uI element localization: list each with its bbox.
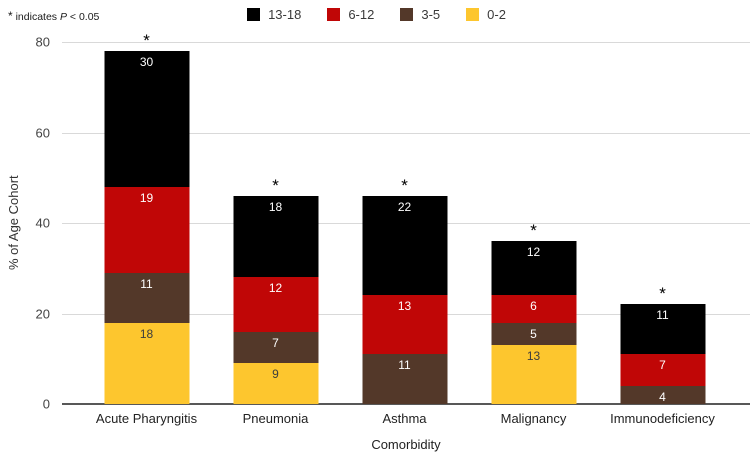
segment-3-5: 11: [362, 354, 447, 404]
segment-value-label: 11: [140, 276, 153, 291]
legend-swatch-6-12: [327, 8, 341, 21]
bar-slot-Pneumonia: * 18 12 7 9: [211, 42, 340, 404]
legend-label: 13-18: [268, 7, 302, 22]
segment-value-label: 18: [268, 199, 283, 214]
legend: 13-18 6-12 3-5 0-2: [0, 7, 753, 22]
stacked-bar-Asthma: 22 13 11: [362, 195, 447, 404]
segment-value-label: 22: [397, 199, 412, 214]
segment-value-label: 11: [398, 358, 411, 373]
x-axis-labels: Acute Pharyngitis Pneumonia Asthma Malignan…: [82, 411, 727, 426]
segment-13-18: 18: [233, 195, 318, 278]
significance-asterisk: *: [530, 221, 537, 241]
legend-item-3-5: 3-5: [400, 7, 440, 22]
y-tick-80: 80: [35, 34, 50, 50]
segment-3-5: 5: [491, 322, 576, 346]
y-axis-ticks: 0 20 40 60 80: [0, 35, 55, 412]
significance-asterisk: *: [659, 284, 666, 304]
x-category-label: Immunodeficiency: [610, 411, 715, 426]
x-category-label: Acute Pharyngitis: [95, 411, 198, 426]
segment-6-12: 13: [362, 295, 447, 355]
legend-swatch-3-5: [400, 8, 414, 21]
segment-0-2: 9: [233, 363, 318, 404]
stacked-bar-Acute Pharyngitis: 30 19 11 18: [104, 51, 189, 404]
segment-0-2: 18: [104, 322, 189, 404]
segment-3-5: 4: [620, 385, 705, 404]
significance-asterisk: *: [401, 175, 408, 195]
segment-value-label: 7: [659, 358, 666, 373]
note-text: indicates: [15, 11, 58, 23]
legend-label: 6-12: [348, 7, 375, 22]
segment-13-18: 22: [362, 195, 447, 296]
bar-slot-Immunodeficiency: * 11 7 4: [598, 42, 727, 404]
legend-item-13-18: 13-18: [247, 7, 301, 22]
p-symbol: P: [59, 11, 67, 23]
segment-6-12: 6: [491, 295, 576, 323]
bar-slot-Malignancy: * 12 6 5 13: [469, 42, 598, 404]
segment-13-18: 11: [620, 304, 705, 355]
segment-value-label: 12: [268, 281, 283, 296]
segment-value-label: 18: [139, 326, 154, 341]
y-tick-0: 0: [42, 396, 50, 412]
x-category-label: Pneumonia: [242, 411, 309, 426]
legend-item-0-2: 0-2: [466, 7, 506, 22]
segment-value-label: 13: [397, 299, 412, 314]
segment-3-5: 11: [104, 272, 189, 323]
segment-value-label: 30: [139, 55, 154, 70]
legend-item-6-12: 6-12: [327, 7, 374, 22]
asterisk-marker: *: [8, 9, 13, 23]
y-tick-20: 20: [35, 306, 50, 321]
segment-6-12: 19: [104, 186, 189, 273]
bar-slot-Asthma: * 22 13 11: [340, 42, 469, 404]
segment-value-label: 11: [656, 308, 669, 323]
y-tick-60: 60: [35, 125, 50, 140]
bar-slot-Acute Pharyngitis: * 30 19 11 18: [82, 32, 211, 404]
segment-6-12: 7: [620, 354, 705, 386]
stacked-bar-Immunodeficiency: 11 7 4: [620, 304, 705, 404]
stacked-bar-Malignancy: 12 6 5 13: [491, 241, 576, 404]
segment-0-2: 13: [491, 345, 576, 404]
bars-container: * 30 19 11 18 * 18 12 7 9 * 22 13 11 * 12 6 5 13 * 11 7 4: [82, 32, 727, 404]
gridline-60: [62, 132, 750, 134]
x-axis-title: Comorbidity: [371, 437, 441, 452]
x-axis-line: [62, 403, 750, 405]
stacked-bar-Pneumonia: 18 12 7 9: [233, 195, 318, 404]
segment-value-label: 6: [530, 299, 537, 314]
x-category-label: Asthma: [382, 411, 427, 426]
segment-value-label: 9: [272, 367, 279, 382]
segment-13-18: 12: [491, 241, 576, 296]
segment-value-label: 12: [526, 245, 541, 260]
segment-3-5: 7: [233, 331, 318, 364]
segment-value-label: 7: [272, 335, 279, 350]
significance-note: * indicates P < 0.05: [8, 9, 99, 23]
segment-value-label: 5: [530, 326, 537, 341]
segment-value-label: 19: [139, 190, 154, 205]
significance-asterisk: *: [272, 175, 279, 195]
legend-swatch-0-2: [466, 8, 480, 21]
x-category-label: Malignancy: [500, 411, 567, 426]
legend-label: 0-2: [487, 7, 506, 22]
plot-area: * 30 19 11 18 * 18 12 7 9 * 22 13 11 * 12 6 5 13 * 11 7 4: [62, 32, 750, 405]
gridline-80: [62, 42, 750, 43]
legend-label: 3-5: [421, 7, 441, 22]
segment-value-label: 13: [526, 349, 541, 364]
segment-6-12: 12: [233, 277, 318, 332]
significance-asterisk: *: [143, 31, 150, 51]
legend-swatch-13-18: [247, 8, 261, 21]
note-condition: < 0.05: [69, 11, 100, 23]
segment-13-18: 30: [104, 51, 189, 187]
segment-value-label: 4: [659, 389, 666, 404]
y-tick-40: 40: [35, 215, 50, 231]
